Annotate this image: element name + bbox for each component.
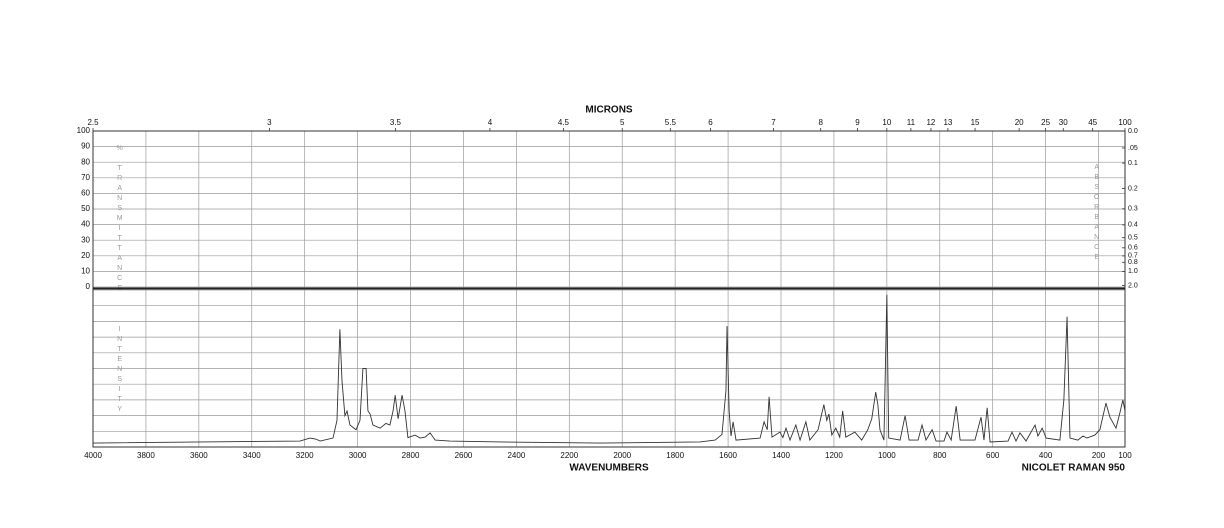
x2-tick-label: 4 [488,118,493,127]
x2-tick-label: 8 [818,118,823,127]
x2-tick-label: 12 [926,118,935,127]
y-tick-label: 50 [81,204,90,213]
y2-tick-label: 0.1 [1128,160,1138,167]
y-tick-label: 90 [81,142,90,151]
x-tick-label: 3600 [190,451,208,460]
x2-tick-label: 15 [971,118,980,127]
x-tick-label: 400 [1039,451,1053,460]
y2-tick-label: .05 [1128,145,1138,152]
x-tick-label: 4000 [84,451,102,460]
x2-tick-label: 10 [882,118,891,127]
x-tick-label: 100 [1118,451,1132,460]
y-tick-label: 60 [81,189,90,198]
x-tick-label: 3400 [243,451,261,460]
y2-tick-label: 0.4 [1128,222,1138,229]
y2-axis-title: ABSORBANCE [1093,164,1100,264]
x2-tick-label: 30 [1059,118,1068,127]
x-tick-label: 800 [933,451,947,460]
y-tick-label: 30 [81,235,90,244]
x2-tick-label: 9 [855,118,860,127]
x-tick-label: 1200 [825,451,843,460]
x-tick-label: 1400 [772,451,790,460]
x2-tick-label: 11 [907,118,916,127]
x-axis-title: WAVENUMBERS [569,463,649,474]
y-tick-label: 40 [81,220,90,229]
x2-tick-label: 13 [943,118,952,127]
x-tick-label: 2000 [613,451,631,460]
x-tick-label: 2600 [455,451,473,460]
x2-tick-label: 2.5 [87,118,99,127]
y-tick-label: 70 [81,173,90,182]
y2-tick-label: 0.8 [1128,259,1138,266]
x2-tick-label: 7 [771,118,776,127]
x-tick-label: 3800 [137,451,155,460]
x2-tick-label: 45 [1088,118,1097,127]
y-tick-label: 20 [81,251,90,260]
y2-tick-label: 0.2 [1128,185,1138,192]
y2-tick-label: 0.0 [1128,128,1138,135]
spectrum-line [92,294,1126,444]
x2-tick-label: 6 [708,118,713,127]
y2-tick-label: 0.6 [1128,245,1138,252]
y2-tick-label: 0.7 [1128,253,1138,260]
x-tick-label: 600 [986,451,1000,460]
y2-tick-label: 2.0 [1128,282,1138,289]
x-tick-label: 1800 [666,451,684,460]
x-tick-label: 2400 [507,451,525,460]
x2-tick-label: 4.5 [558,118,570,127]
y-axis-title: % TRANSMITTANCE [116,145,123,295]
x2-tick-label: 100 [1118,118,1132,127]
x2-tick-label: 5 [620,118,625,127]
x2-tick-label: 3 [267,118,272,127]
instrument-note: NICOLET RAMAN 950 [1022,463,1126,474]
y3-axis-title: INTENSITY [116,326,123,416]
y2-tick-label: 1.0 [1128,268,1138,275]
x-tick-label: 2800 [402,451,420,460]
x2-tick-label: 5.5 [665,118,677,127]
x2-axis-title: MICRONS [585,105,633,116]
y-tick-label: 80 [81,157,90,166]
y-tick-label: 10 [81,267,90,276]
x2-tick-label: 3.5 [390,118,402,127]
x-tick-label: 1000 [878,451,896,460]
y2-tick-label: 0.3 [1128,206,1138,213]
x-tick-label: 3000 [349,451,367,460]
x-tick-label: 200 [1092,451,1106,460]
y-tick-label: 100 [77,126,91,135]
y2-tick-label: 0.5 [1128,235,1138,242]
x-tick-label: 2200 [560,451,578,460]
x-tick-label: 3200 [296,451,314,460]
y-tick-label: 0 [86,282,91,291]
x2-tick-label: 25 [1041,118,1050,127]
x2-tick-label: 20 [1015,118,1024,127]
x-tick-label: 1600 [719,451,737,460]
